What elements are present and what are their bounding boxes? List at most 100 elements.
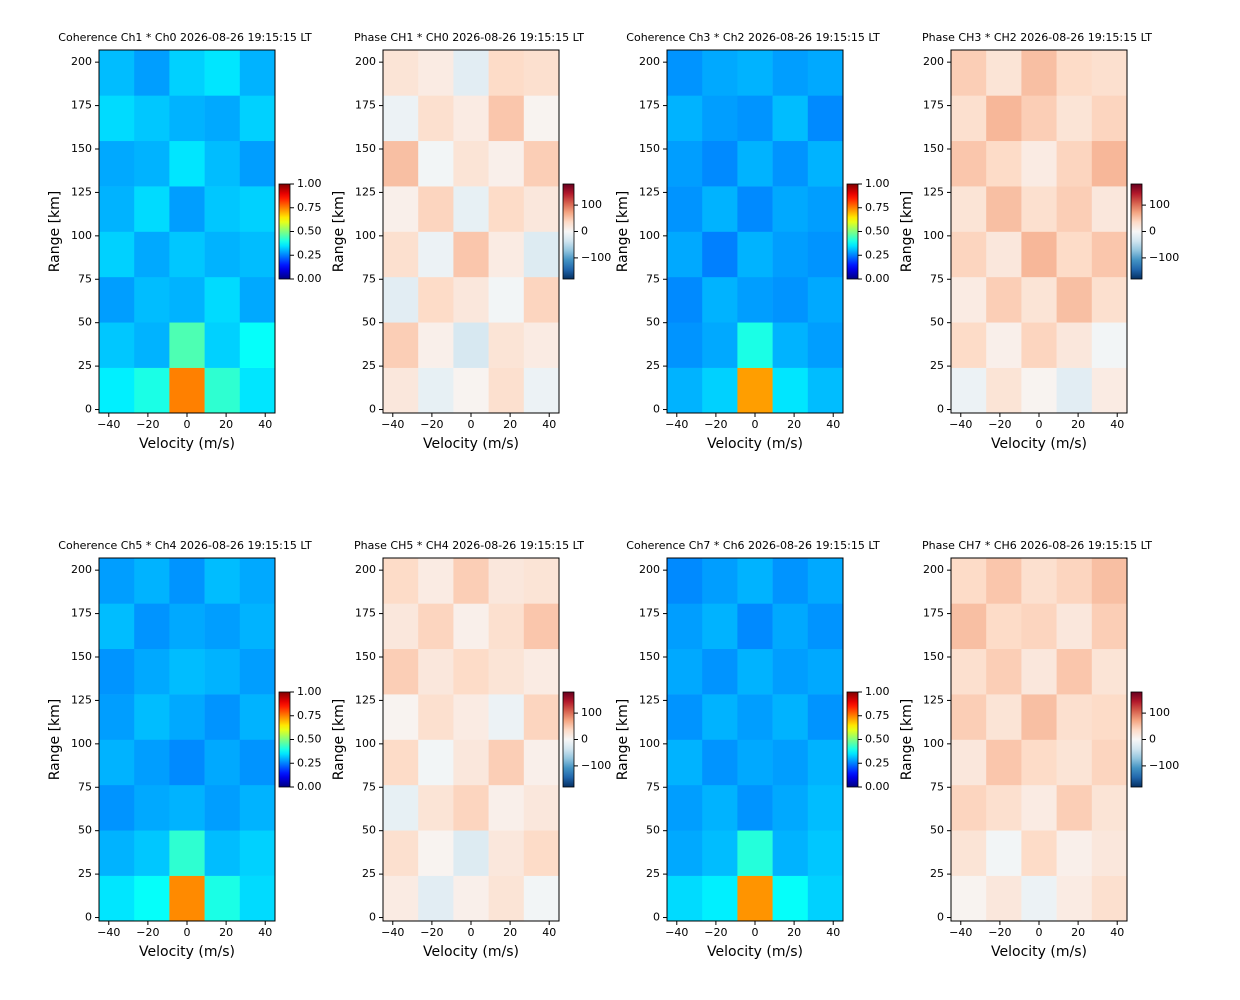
x-tick-label: 40 bbox=[542, 926, 556, 939]
heatmap-cell bbox=[453, 739, 489, 786]
heatmap-cell bbox=[418, 276, 454, 323]
heatmap-cell bbox=[169, 276, 205, 323]
heatmap-cell bbox=[418, 830, 454, 876]
heatmap-cell bbox=[807, 784, 844, 831]
heatmap-cell bbox=[1091, 322, 1128, 368]
heatmap-cell bbox=[951, 558, 987, 604]
heatmap-cell bbox=[986, 784, 1022, 831]
heatmap-cell bbox=[453, 50, 489, 96]
heatmap-cell bbox=[523, 739, 560, 786]
y-tick-label: 75 bbox=[930, 780, 944, 793]
heatmap-cell bbox=[667, 50, 703, 96]
x-tick-label: 20 bbox=[219, 418, 233, 431]
heatmap-cell bbox=[523, 276, 560, 323]
x-tick-label: −20 bbox=[420, 418, 443, 431]
heatmap-cell bbox=[239, 322, 276, 368]
colorbar-tick-label: 0.75 bbox=[297, 201, 322, 214]
heatmap-cell bbox=[807, 694, 844, 740]
heatmap-cell bbox=[772, 50, 809, 96]
x-tick-label: 0 bbox=[468, 926, 475, 939]
heatmap-cell bbox=[169, 603, 205, 650]
heatmap-cell bbox=[383, 322, 419, 368]
heatmap-cell bbox=[772, 186, 809, 232]
x-axis-label: Velocity (m/s) bbox=[423, 436, 519, 452]
colorbar-tick-label: 0.25 bbox=[865, 248, 890, 261]
y-tick-label: 150 bbox=[923, 142, 944, 155]
y-axis-label: Range [km] bbox=[615, 699, 631, 781]
y-tick-label: 100 bbox=[71, 229, 92, 242]
heatmap-cell bbox=[737, 648, 773, 695]
heatmap-cell bbox=[1021, 830, 1057, 876]
heatmap-cell bbox=[204, 784, 241, 831]
heatmap-cell bbox=[488, 276, 525, 323]
heatmap-cell bbox=[239, 830, 276, 876]
heatmap-cell bbox=[488, 231, 525, 278]
heatmap-cell bbox=[667, 231, 703, 278]
heatmap-cell bbox=[523, 558, 560, 604]
y-tick-label: 25 bbox=[646, 359, 660, 372]
heatmap-cell bbox=[1091, 367, 1128, 414]
heatmap-cell bbox=[169, 648, 205, 695]
heatmap-cell bbox=[702, 50, 738, 96]
heatmap-cell bbox=[239, 875, 276, 922]
heatmap-cell bbox=[702, 276, 738, 323]
x-tick-label: −40 bbox=[97, 926, 120, 939]
x-tick-label: 20 bbox=[1071, 418, 1085, 431]
x-tick-label: −40 bbox=[665, 926, 688, 939]
heatmap-cell bbox=[1056, 603, 1093, 650]
y-tick-label: 150 bbox=[71, 650, 92, 663]
heatmap-cell bbox=[737, 694, 773, 740]
heatmap-cell bbox=[488, 50, 525, 96]
heatmap-cell bbox=[453, 276, 489, 323]
heatmap-cell bbox=[1091, 140, 1128, 187]
y-tick-label: 50 bbox=[78, 824, 92, 837]
heatmap-cell bbox=[737, 231, 773, 278]
heatmap-cell bbox=[383, 186, 419, 232]
heatmap-cell bbox=[239, 276, 276, 323]
heatmap-cell bbox=[134, 140, 170, 187]
x-tick-label: 20 bbox=[503, 926, 517, 939]
x-tick-label: −20 bbox=[704, 926, 727, 939]
x-tick-label: 0 bbox=[468, 418, 475, 431]
heatmap-cell bbox=[453, 231, 489, 278]
heatmap-cell bbox=[239, 739, 276, 786]
heatmap-cell bbox=[1056, 558, 1093, 604]
heatmap-cell bbox=[737, 558, 773, 604]
heatmap-cell bbox=[1091, 739, 1128, 786]
heatmap-cell bbox=[488, 784, 525, 831]
heatmap-cell bbox=[1021, 739, 1057, 786]
heatmap-cell bbox=[1021, 875, 1057, 922]
heatmap-cell bbox=[667, 322, 703, 368]
heatmap-cell bbox=[169, 140, 205, 187]
heatmap-cell bbox=[523, 784, 560, 831]
heatmap-cell bbox=[418, 95, 454, 142]
x-tick-label: 20 bbox=[219, 926, 233, 939]
y-tick-label: 50 bbox=[930, 824, 944, 837]
heatmap-cell bbox=[1021, 648, 1057, 695]
heatmap-cell bbox=[1021, 50, 1057, 96]
heatmap-cell bbox=[383, 231, 419, 278]
heatmap-cell bbox=[737, 784, 773, 831]
y-tick-label: 0 bbox=[937, 403, 944, 416]
y-tick-label: 175 bbox=[355, 607, 376, 620]
heatmap-cell bbox=[986, 140, 1022, 187]
heatmap-cell bbox=[418, 648, 454, 695]
heatmap-cell bbox=[453, 603, 489, 650]
heatmap-cell bbox=[99, 694, 135, 740]
y-tick-label: 150 bbox=[639, 650, 660, 663]
heatmap-cell bbox=[488, 694, 525, 740]
heatmap-cell bbox=[169, 50, 205, 96]
colorbar-tick-label: 100 bbox=[581, 198, 602, 211]
heatmap-cell bbox=[667, 186, 703, 232]
y-tick-label: 100 bbox=[355, 737, 376, 750]
heatmap-cell bbox=[737, 367, 773, 414]
chart-title: Coherence Ch1 * Ch0 2026-08-26 19:15:15 … bbox=[58, 31, 312, 44]
heatmap-cell bbox=[1091, 95, 1128, 142]
heatmap-cell bbox=[951, 95, 987, 142]
heatmap-cell bbox=[418, 322, 454, 368]
heatmap-cell bbox=[134, 739, 170, 786]
y-axis-label: Range [km] bbox=[47, 699, 63, 781]
y-tick-label: 75 bbox=[362, 780, 376, 793]
heatmap-cell bbox=[667, 558, 703, 604]
x-tick-label: 0 bbox=[752, 418, 759, 431]
